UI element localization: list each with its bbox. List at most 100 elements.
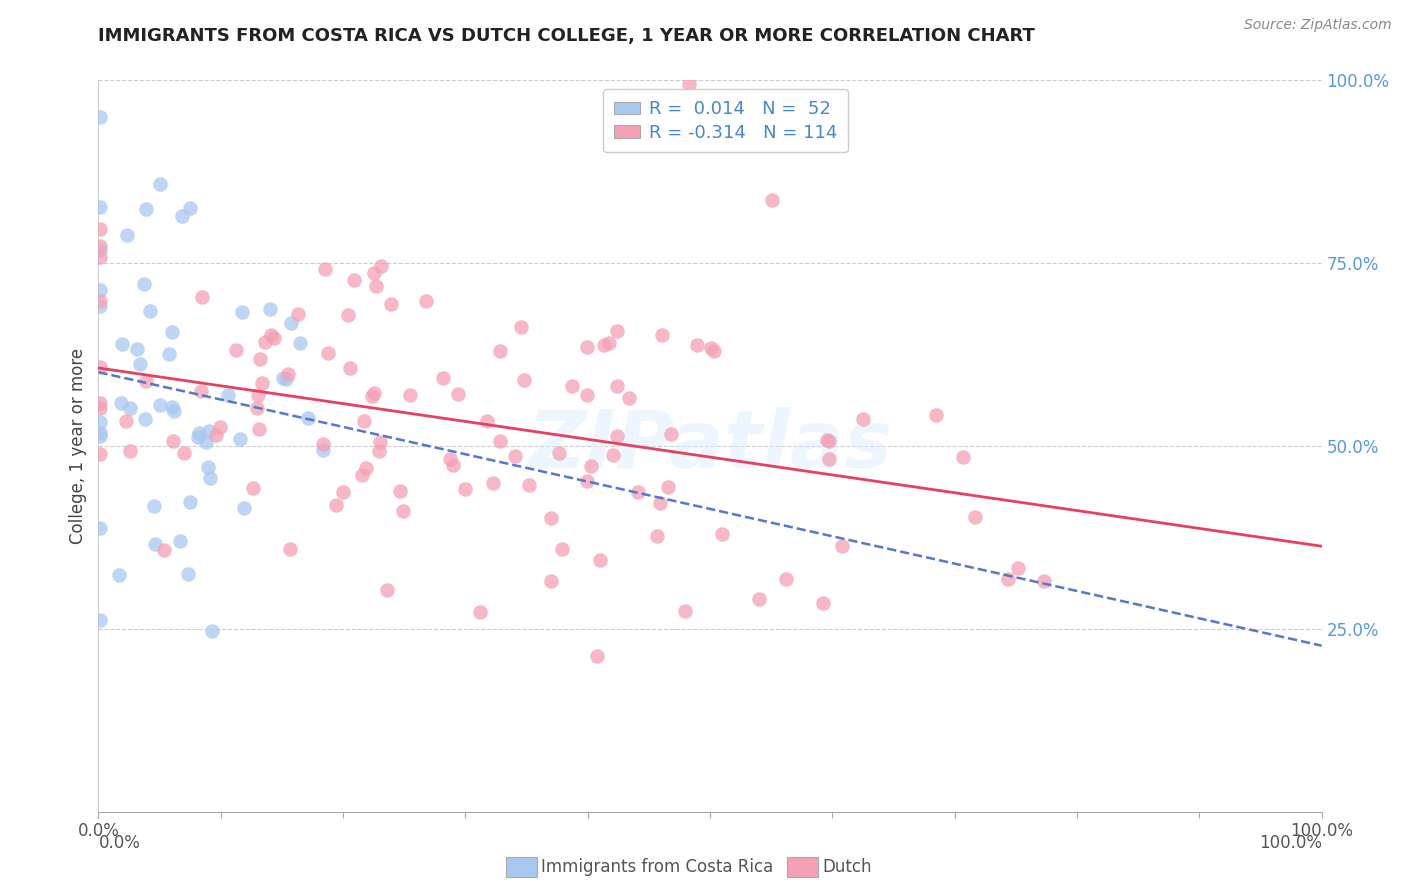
Point [447, 387, 470, 401]
Point [197, 460, 219, 475]
Point [363, 266, 385, 280]
Point [190, 290, 212, 304]
Point [602, 448, 624, 462]
Point [247, 422, 270, 436]
Point [312, 442, 335, 457]
Point [606, 379, 628, 393]
Point [815, 433, 838, 447]
Point [177, 566, 200, 581]
Point [89, 428, 111, 442]
Point [375, 582, 398, 597]
Point [1033, 574, 1056, 588]
Point [89, 446, 111, 460]
Point [364, 279, 387, 293]
Point [118, 401, 141, 416]
Point [645, 529, 668, 543]
Point [813, 596, 835, 610]
Point [592, 338, 614, 352]
Point [617, 391, 640, 405]
Point [172, 209, 194, 223]
Point [673, 604, 696, 618]
Point [963, 509, 986, 524]
Point [259, 301, 281, 316]
Point [380, 297, 402, 311]
Point [703, 343, 725, 358]
Point [432, 370, 454, 384]
Point [831, 539, 853, 553]
Point [129, 357, 152, 371]
Text: Immigrants from Costa Rica: Immigrants from Costa Rica [541, 858, 773, 876]
Point [598, 335, 620, 350]
Point [336, 308, 359, 322]
Point [89, 293, 111, 308]
Point [217, 388, 239, 402]
Point [332, 485, 354, 500]
Point [160, 400, 183, 414]
Point [540, 574, 562, 588]
Y-axis label: College, 1 year or more: College, 1 year or more [69, 348, 87, 544]
Point [648, 496, 671, 510]
Point [626, 484, 648, 499]
Point [89, 360, 111, 375]
Point [280, 317, 302, 331]
Point [311, 437, 333, 451]
Text: 0.0%: 0.0% [98, 834, 141, 852]
Point [233, 500, 256, 515]
Point [198, 424, 221, 438]
Point [89, 521, 111, 535]
Point [316, 346, 339, 360]
Point [188, 425, 211, 440]
Point [163, 404, 186, 418]
Point [271, 371, 294, 385]
Point [201, 624, 224, 638]
Point [475, 414, 498, 428]
Point [250, 376, 273, 390]
Point [519, 477, 541, 491]
Point [277, 367, 299, 381]
Point [576, 474, 599, 488]
Point [134, 412, 156, 426]
Point [89, 110, 111, 124]
Point [138, 304, 160, 318]
Point [775, 572, 797, 586]
Point [242, 481, 264, 495]
Point [350, 468, 373, 483]
Point [561, 378, 583, 392]
Point [454, 482, 477, 496]
Point [439, 452, 461, 467]
Point [817, 451, 839, 466]
Point [278, 541, 301, 556]
Point [367, 444, 389, 458]
Point [132, 277, 155, 292]
Text: 100.0%: 100.0% [1258, 834, 1322, 852]
Point [190, 384, 212, 399]
Point [678, 77, 700, 91]
Point [89, 401, 111, 415]
Point [135, 374, 157, 388]
Point [540, 511, 562, 525]
Point [260, 328, 283, 343]
Point [157, 346, 180, 360]
Point [925, 408, 948, 422]
Point [160, 326, 183, 340]
Point [339, 360, 361, 375]
Point [415, 293, 437, 308]
Point [194, 434, 217, 449]
Point [503, 449, 526, 463]
Point [661, 426, 683, 441]
Point [110, 396, 132, 410]
Point [143, 499, 166, 513]
Point [488, 344, 510, 359]
Point [89, 299, 111, 313]
Point [575, 387, 598, 401]
Point [253, 334, 276, 349]
Point [89, 396, 111, 410]
Point [761, 193, 783, 207]
Point [89, 283, 111, 297]
Point [606, 324, 628, 338]
Legend: R =  0.014   N =  52, R = -0.314   N = 114: R = 0.014 N = 52, R = -0.314 N = 114 [603, 89, 848, 153]
Text: Source: ZipAtlas.com: Source: ZipAtlas.com [1244, 18, 1392, 32]
Point [325, 498, 347, 512]
Point [169, 534, 191, 549]
Point [513, 373, 536, 387]
